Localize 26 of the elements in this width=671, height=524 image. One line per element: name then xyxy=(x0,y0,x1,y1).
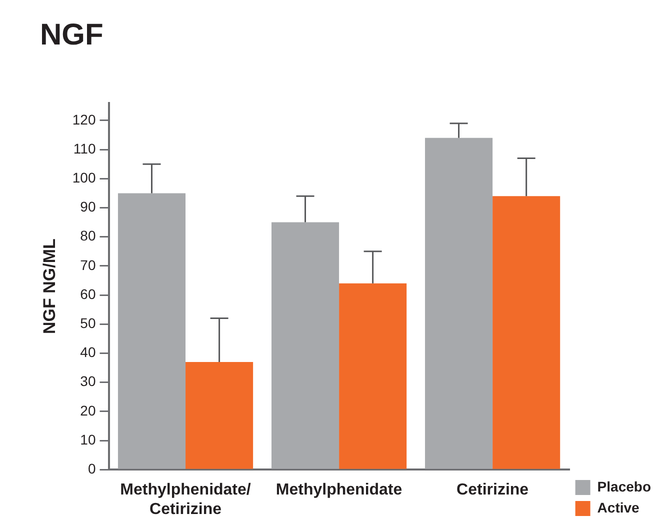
bar xyxy=(492,196,560,469)
y-tick-label: 50 xyxy=(80,314,96,331)
y-tick-label: 70 xyxy=(80,256,96,273)
y-tick-label: 100 xyxy=(72,170,96,186)
y-tick-label: 30 xyxy=(80,373,96,390)
legend-label: Active xyxy=(597,499,640,516)
y-tick-label: 20 xyxy=(80,402,96,418)
x-tick-label: Methylphenidate/ Cetirizine xyxy=(120,482,252,518)
chart-title: NGF xyxy=(40,18,104,52)
bar xyxy=(186,362,254,469)
bar xyxy=(271,222,340,469)
bar xyxy=(118,193,186,469)
y-tick-label: 60 xyxy=(80,286,96,302)
y-tick-label: 120 xyxy=(72,111,96,128)
bar xyxy=(425,138,493,469)
x-tick-label: Cetirizine xyxy=(456,482,529,499)
y-tick-label: 10 xyxy=(80,431,96,448)
y-tick-label: 0 xyxy=(88,460,96,476)
legend-label: Placebo xyxy=(597,478,652,494)
y-axis-title: NGF NG/ML xyxy=(40,238,59,334)
y-tick-label: 110 xyxy=(73,140,96,156)
y-tick-label: 40 xyxy=(80,344,96,360)
x-tick-label: Methylphenidate xyxy=(276,482,402,499)
y-tick-label: 90 xyxy=(80,198,96,215)
y-tick-label: 80 xyxy=(80,228,96,244)
bar xyxy=(339,283,407,469)
